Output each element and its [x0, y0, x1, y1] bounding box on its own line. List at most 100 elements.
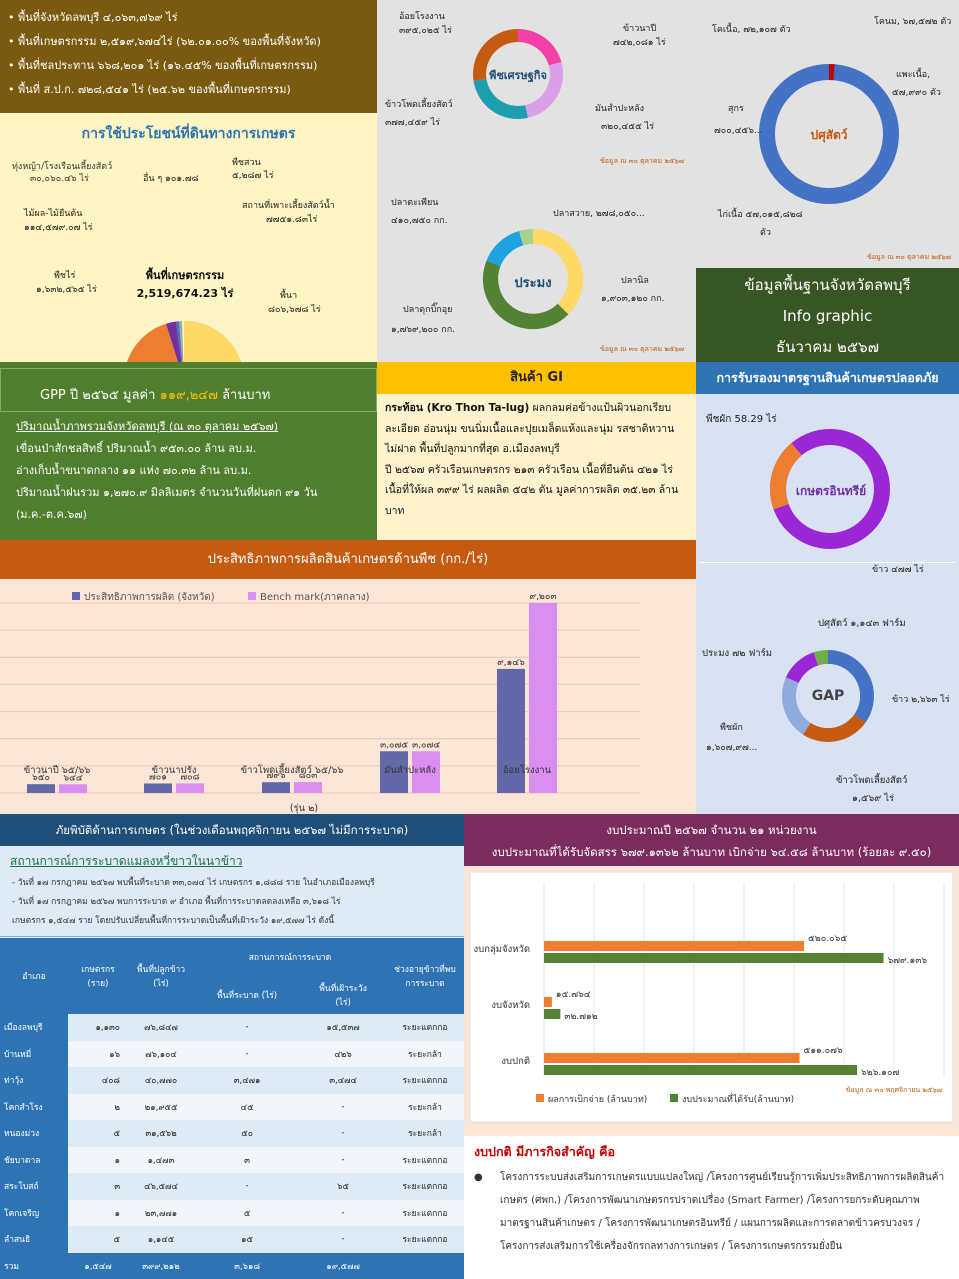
table-cell: สระโบสถ์	[0, 1173, 68, 1200]
table-total-cell: ๑,๕๔๗	[84, 1261, 112, 1272]
landuse-garden-value: ๕,๒๘๗ ไร่	[232, 171, 274, 181]
table-cell: ระยะแตกกอ	[402, 1076, 448, 1087]
livestock-beef-label: โคเนื้อ, ๗๒,๑๐๗ ตัว	[712, 25, 791, 35]
bar	[529, 603, 557, 793]
bar-value-label: ๘๐๓	[299, 771, 318, 781]
gap-livestock-label: ปศุสัตว์ ๑,๑๔๓ ฟาร์ม	[818, 618, 906, 629]
gap-center-label: GAP	[811, 688, 845, 704]
fishery-slice-nile	[533, 228, 584, 315]
standard-panel: การรับรองมาตรฐานสินค้าเกษตรปลอดภัย เกษตร…	[696, 362, 959, 814]
table-cell: ๓	[114, 1182, 120, 1193]
mission-bullet: ●	[474, 1172, 483, 1183]
budget-bar-received	[544, 1009, 561, 1019]
budget-bar-spent	[544, 941, 805, 951]
econ-donut	[472, 28, 564, 120]
disaster-line: เกษตรกร ๑,๕๔๗ ราย โดยปรับเปลี่ยนพื้นที่ก…	[12, 916, 335, 926]
gap-slice-rice	[828, 650, 875, 723]
fishery-slice-catfish	[482, 260, 569, 330]
table-cell: -	[245, 1048, 249, 1059]
table-row: สระโบสถ์ ๓ ๔๖,๕๗๔ - ๖๕ ระยะแตกกอ	[0, 1173, 464, 1200]
table-cell: ลำสนธิ	[0, 1226, 68, 1253]
table-cell: ๑๕	[241, 1235, 253, 1246]
gap-corn-label: ข้าวโพดเลี้ยงสัตว์	[836, 775, 908, 786]
area-info-item: • พื้นที่เกษตรกรรม ๒,๕๑๙,๖๗๔ไร่ (๖๒.๐๑.๐…	[8, 35, 321, 48]
bar-value-label: ๙,๒๐๓	[529, 592, 556, 602]
water-title: ปริมาณน้ำภาพรวมจังหวัดลพบุรี (ณ ๓๐ ตุลาค…	[16, 420, 279, 433]
fishery-center-label: ประมง	[514, 276, 552, 291]
mission-text: โครงการระบบส่งเสริมการเกษตรแบบแปลงใหญ่ /…	[500, 1172, 945, 1252]
livestock-chicken-label: ไก่เนื้อ ๕๗,๐๑๕,๘๒๘	[718, 210, 803, 220]
livestock-note: ข้อมูล ณ ๓๐ ตุลาคม ๒๕๖๗	[866, 253, 951, 261]
organic-rice-label: ข้าว ๔๗๗ ไร่	[872, 565, 924, 575]
landuse-garden-label: พืชสวน	[232, 158, 261, 168]
landuse-pie	[127, 321, 241, 362]
livestock-center-label: ปศุสัตว์	[810, 128, 848, 142]
bar-value-label: ๖๕๐	[32, 773, 50, 783]
area-info-panel: • พื้นที่จังหวัดลพบุรี ๔,๐๖๓,๗๖๙ ไร่ • พื…	[0, 0, 377, 113]
table-cell: -	[341, 1128, 345, 1139]
table-total-cell	[386, 1253, 464, 1279]
pie-slice-grass	[176, 321, 183, 362]
table-cell: ระยะแตกกอ	[402, 1182, 448, 1193]
gap-slice-veg	[781, 677, 811, 735]
budget-legend-swatch	[536, 1094, 544, 1102]
th-stage: ช่วงอายุข้าวที่พบ การระบาด	[386, 938, 464, 1014]
budget-spent-label: ๕๑๑.๐๗๖	[804, 1046, 843, 1056]
econ-slice-cane	[472, 29, 518, 81]
gap-fish-label: ประมง ๗๒ ฟาร์ม	[702, 648, 773, 659]
table-cell: ๓,๔๗๔	[329, 1076, 357, 1087]
table-cell: ระยะแตกกอ	[402, 1235, 448, 1246]
th-farmers: เกษตรกร (ราย)	[68, 938, 128, 1014]
landuse-paddy-label: พื้นา	[280, 291, 298, 301]
table-cell: ๑	[114, 1208, 120, 1219]
table-cell: โคกสำโรง	[0, 1093, 68, 1120]
table-cell: ระยะกล้า	[408, 1049, 442, 1060]
budget-plot-bg	[469, 871, 954, 1123]
landuse-other-label: อื่น ๆ ๑๐๑.๗๘	[143, 174, 199, 184]
area-info-item: • พื้นที่ชลประทาน ๖๖๘,๒๐๑ ไร่ (๑๖.๔๕% ขอ…	[8, 59, 318, 72]
bar	[144, 783, 172, 793]
fishery-stripe-label: ปลาตะเพียน	[391, 198, 439, 208]
table-total-cell: รวม	[4, 1261, 19, 1272]
livestock-goat-label: แพะเนื้อ,	[896, 70, 931, 80]
category-label: ข้าวโพดเลี้ยงสัตว์ ๖๕/๖๖	[241, 763, 344, 776]
bar-value-label: ๙,๑๔๖	[497, 658, 525, 668]
landuse-center-label: พื้นที่เกษตรกรรม	[145, 269, 225, 282]
budget-bar-spent	[544, 997, 552, 1007]
legend-label: Bench mark(ภาคกลาง)	[260, 592, 370, 603]
table-cell: ๔๖,๕๗๔	[144, 1182, 178, 1193]
gi-panel: สินค้า GI กระท้อน (Kro Thon Ta-lug) ผลกล…	[377, 362, 696, 540]
table-cell: -	[341, 1101, 345, 1112]
budget-received-label: ๓๒.๗๑๒	[564, 1012, 597, 1022]
gap-veg-value: ๑,๖๐๗,๙๗...	[706, 743, 758, 753]
table-cell: ๖๕	[337, 1182, 349, 1193]
budget-received-label: ๖๒๖.๑๐๗	[861, 1068, 899, 1078]
table-cell: ๔๐๘	[101, 1076, 120, 1087]
bar	[412, 751, 440, 793]
budget-category-label: งบจังหวัด	[491, 1000, 530, 1011]
basic-info-panel: ข้อมูลพื้นฐานจังหวัดลพบุรี Info graphic …	[696, 268, 959, 362]
table-cell: ๔๕	[240, 1102, 254, 1113]
livestock-panel: ปศุสัตว์ โคนม, ๖๗,๕๗๒ ตัว โคเนื้อ, ๗๒,๑๐…	[696, 0, 959, 268]
bar-value-label: ๓,๐๗๔	[412, 740, 440, 750]
landuse-grass-label: ทุ่งหญ้า/โรงเรือนเลี้ยงสัตว์	[12, 162, 113, 172]
table-cell: ๕๐	[241, 1129, 253, 1140]
basic-info-title: ข้อมูลพื้นฐานจังหวัดลพบุรี	[744, 276, 911, 294]
landuse-aqua-label: สถานที่เพาะเลี้ยงสัตว์น้ำ	[242, 201, 335, 211]
econ-rice-label: ข้าวนาปี	[623, 24, 657, 34]
legend-swatch	[72, 592, 80, 600]
budget-legend-label: งบประมาณที่ได้รับ(ล้านบาท)	[682, 1092, 794, 1105]
table-cell: -	[341, 1154, 345, 1165]
table-cell: ๒๑,๙๕๕	[144, 1102, 178, 1113]
gpp-value: ๑๑๙,๒๔๗	[159, 388, 218, 403]
budget-received-label: ๖๗๙.๑๓๖	[888, 956, 928, 966]
table-cell: ๑๕,๕๓๗	[326, 1023, 360, 1034]
econ-slice-rice	[518, 28, 562, 66]
table-cell: ระยะแตกกอ	[402, 1208, 448, 1219]
efficiency-chart: ประสิทธิภาพการผลิต (จังหวัด) Bench mark(ภ…	[0, 592, 640, 814]
table-total-cell: ๓,๖๑๘	[234, 1261, 261, 1272]
fishery-panel: ประมง ปลาตะเพียน ๔๑๐,๗๕๐ กก. ปลาสวาย, ๒๗…	[377, 176, 696, 362]
table-cell: ๗๖,๑๐๔	[145, 1049, 177, 1060]
landuse-paddy-value: ๘๐๖,๖๗๘ ไร่	[268, 305, 321, 315]
pie-slice-garden	[179, 321, 184, 362]
